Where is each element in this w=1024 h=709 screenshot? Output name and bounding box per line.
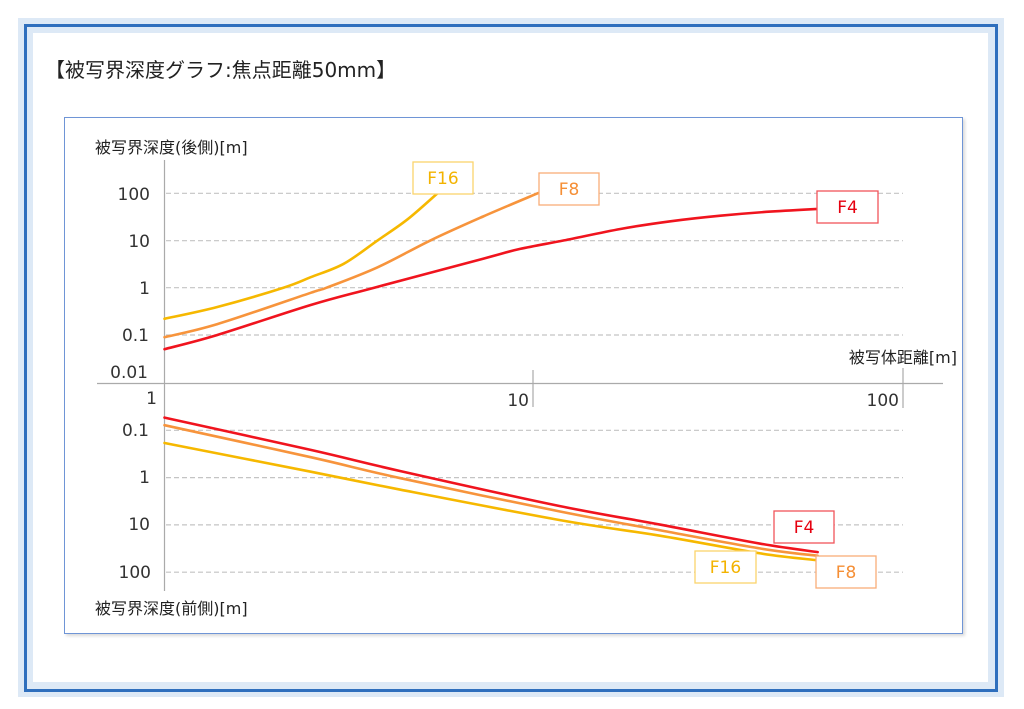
back-y-tick: 1 (139, 279, 150, 299)
back-curve-f4 (163, 207, 819, 351)
svg-text:F8: F8 (559, 180, 580, 200)
back-label-f4: F4 (816, 190, 879, 224)
back-y-tick: 100 (118, 185, 150, 205)
front-y-tick: 1 (139, 468, 150, 488)
back-curve-f16 (163, 191, 439, 321)
x-tick-label: 100 (867, 391, 899, 411)
front-gridlines (166, 429, 903, 573)
front-y-tick: 10 (128, 515, 150, 535)
front-curve-f8 (163, 423, 819, 558)
back-y-tick: 10 (128, 232, 150, 252)
back-curve-f8 (163, 191, 540, 339)
front-y-tick: 0.1 (122, 421, 149, 441)
svg-text:F8: F8 (836, 563, 857, 583)
back-label-f8: F8 (538, 172, 600, 206)
x-tick-label: 1 (146, 389, 157, 409)
svg-text:F16: F16 (427, 169, 458, 189)
front-y-tick: 100 (119, 563, 151, 583)
x-tick-label: 10 (507, 391, 529, 411)
back-gridlines (166, 192, 903, 336)
svg-text:F16: F16 (710, 558, 741, 578)
back-y-axis-title: 被写界深度(後側)[m] (95, 138, 248, 157)
front-label-f4: F4 (773, 510, 835, 544)
back-label-f16: F16 (412, 161, 474, 195)
back-y-tick: 0.01 (110, 363, 148, 383)
front-label-f8: F8 (815, 555, 877, 589)
front-label-f16: F16 (694, 550, 757, 584)
svg-text:F4: F4 (837, 198, 858, 218)
svg-text:F4: F4 (794, 518, 815, 538)
front-y-axis-title: 被写界深度(前側)[m] (95, 599, 248, 618)
back-y-tick: 0.1 (122, 326, 149, 346)
page-title: 【被写界深度グラフ:焦点距離50mm】 (45, 58, 397, 82)
front-curve-f4 (163, 416, 819, 554)
front-curve-f16 (163, 441, 819, 562)
x-axis-title: 被写体距離[m] (849, 348, 957, 367)
